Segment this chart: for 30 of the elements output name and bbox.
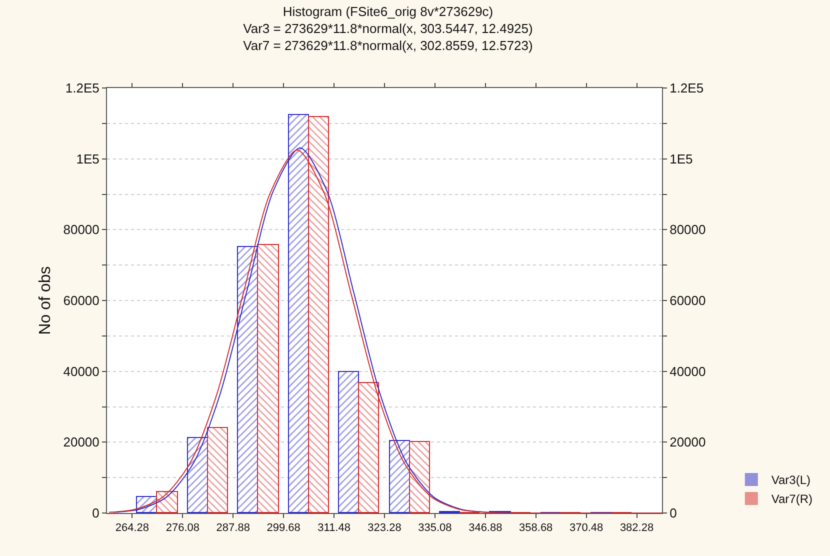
x-tick-label: 323.28 <box>368 522 402 534</box>
x-tick-label: 358.68 <box>519 522 553 534</box>
y2-tick-label: 20000 <box>670 434 706 450</box>
y-tick-label: 60000 <box>63 293 100 308</box>
x-tick-label: 299.68 <box>266 522 300 534</box>
legend-label: Var7(R) <box>771 492 812 506</box>
y2-tick-label: 1.2E5 <box>670 80 704 96</box>
x-tick-label: 311.48 <box>318 522 350 534</box>
x-tick-label: 382.28 <box>620 522 654 534</box>
y-tick-label: 20000 <box>63 434 100 450</box>
y2-tick-label: 60000 <box>670 293 706 308</box>
y-tick-label: 1E5 <box>76 151 100 166</box>
chart-subtitle: Var3 = 273629*11.8*normal(x, 303.5447, 12.4925) Var7 = 273629*11.8*normal(x, 302.8559, 12.5723) <box>243 20 533 53</box>
x-tick-label: 276.08 <box>166 522 200 534</box>
x-tick-label: 370.48 <box>569 522 604 534</box>
y2-tick-label: 80000 <box>670 222 706 238</box>
y-axis-title: No of obs <box>37 266 54 335</box>
y-tick-label: 40000 <box>63 364 100 379</box>
x-tick-label: 264.28 <box>115 522 150 534</box>
y-tick-label: 0 <box>92 506 100 521</box>
y-tick-label: 1.2E5 <box>65 80 100 96</box>
x-tick-label: 287.88 <box>216 522 250 534</box>
y2-tick-label: 0 <box>670 506 677 521</box>
x-tick-label: 346.88 <box>468 522 502 534</box>
y2-tick-label: 1E5 <box>670 151 693 166</box>
x-tick-label: 335.08 <box>418 522 452 534</box>
legend-label: Var3(L) <box>771 473 810 488</box>
y-tick-label: 80000 <box>63 222 100 238</box>
y2-tick-label: 40000 <box>670 364 706 379</box>
chart-title: Histogram (FSite6_orig 8v*273629c) <box>282 4 494 19</box>
